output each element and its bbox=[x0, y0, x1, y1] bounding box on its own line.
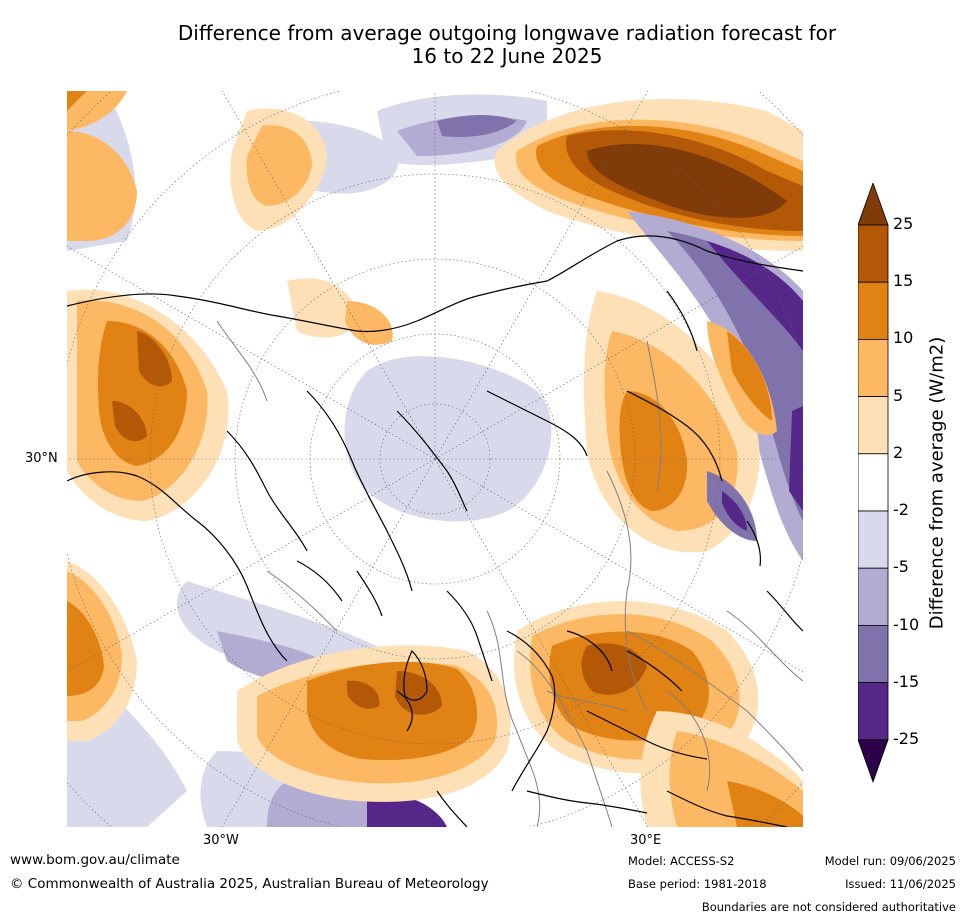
map-title: Difference from average outgoing longwav… bbox=[67, 22, 947, 68]
colorbar-tick-neg2: -2 bbox=[893, 500, 909, 519]
olr-anomaly-map bbox=[67, 91, 803, 827]
colorbar-segment bbox=[858, 338, 889, 397]
model-text: Model: ACCESS-S2 bbox=[628, 854, 735, 868]
title-line-1: Difference from average outgoing longwav… bbox=[177, 21, 837, 45]
anomaly-shading bbox=[67, 91, 803, 827]
colorbar-title: Difference from average (W/m2) bbox=[926, 336, 948, 630]
colorbar-tick-2: 2 bbox=[893, 443, 904, 462]
base-period-text: Base period: 1981-2018 bbox=[628, 877, 767, 891]
colorbar-tick-15: 15 bbox=[893, 271, 914, 290]
colorbar bbox=[858, 183, 889, 783]
longitude-label-30e: 30°E bbox=[630, 833, 662, 848]
model-run-text: Model run: 09/06/2025 bbox=[824, 854, 956, 868]
colorbar-segment bbox=[858, 453, 889, 512]
longitude-label-30w: 30°W bbox=[203, 833, 239, 848]
colorbar-segment bbox=[858, 567, 889, 626]
colorbar-segment bbox=[858, 682, 889, 741]
website-text: www.bom.gov.au/climate bbox=[10, 852, 180, 868]
disclaimer-text: Boundaries are not considered authoritat… bbox=[701, 900, 956, 914]
issued-text: Issued: 11/06/2025 bbox=[845, 877, 956, 891]
colorbar-segment bbox=[858, 510, 889, 569]
lavender-polar-region bbox=[344, 356, 552, 522]
colorbar-segment bbox=[858, 396, 889, 455]
graticule bbox=[67, 91, 803, 827]
colorbar-tick-10: 10 bbox=[893, 328, 914, 347]
latitude-label-30n: 30°N bbox=[25, 451, 58, 466]
colorbar-tick-neg10: -10 bbox=[893, 615, 920, 634]
colorbar-tick-neg5: -5 bbox=[893, 557, 909, 576]
colorbar-extend-min bbox=[858, 739, 889, 783]
colorbar-tick-5: 5 bbox=[893, 386, 904, 405]
colorbar-extend-max bbox=[858, 183, 889, 226]
title-line-2: 16 to 22 June 2025 bbox=[411, 44, 603, 68]
national-boundaries bbox=[216, 320, 803, 827]
colorbar-tick-25: 25 bbox=[893, 214, 914, 233]
colorbar-segment bbox=[858, 624, 889, 683]
colorbar-tick-neg15: -15 bbox=[893, 672, 920, 691]
copyright-text: © Commonwealth of Australia 2025, Austra… bbox=[10, 876, 489, 892]
coastlines bbox=[67, 235, 803, 827]
colorbar-tick-neg25: -25 bbox=[893, 729, 920, 748]
colorbar-segment bbox=[858, 281, 889, 340]
colorbar-segment bbox=[858, 224, 889, 283]
